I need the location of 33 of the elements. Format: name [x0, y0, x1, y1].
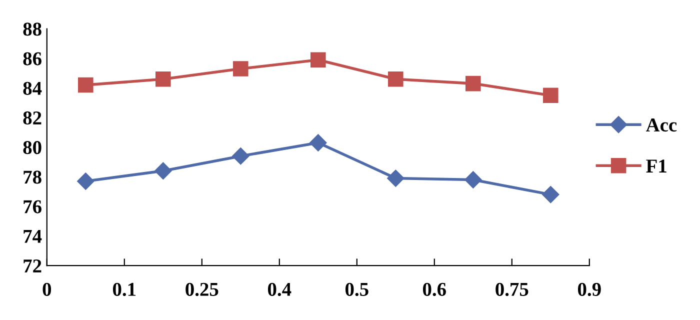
point: [154, 162, 172, 180]
x-tick-label: 0.5: [345, 282, 368, 296]
legend-label: F1: [646, 160, 666, 172]
y-tick-label: 86: [23, 52, 42, 66]
x-tick-label: 0: [42, 282, 52, 296]
point: [543, 88, 558, 104]
point: [233, 61, 248, 76]
point: [310, 134, 327, 152]
point: [78, 77, 94, 93]
point: [387, 170, 404, 187]
y-tick-label: 82: [23, 111, 42, 125]
x-tick-label: 0.75: [496, 282, 528, 296]
point: [77, 172, 94, 190]
x-tick-label: 0.4: [268, 282, 292, 296]
y-tick-label: 76: [24, 200, 42, 214]
y-tick-label: 74: [24, 230, 42, 243]
y-tick-label: 80: [23, 141, 42, 154]
y-tick-label: 88: [23, 22, 42, 36]
point: [542, 186, 560, 204]
x-tick-label: 0.9: [578, 282, 601, 296]
point: [310, 52, 326, 68]
y-tick-label: 84: [23, 82, 42, 95]
x-tick-label: 0.6: [422, 282, 446, 296]
x-tick-label: 0.1: [112, 282, 136, 296]
point: [466, 76, 481, 92]
y-tick-label: 72: [24, 259, 42, 272]
point: [388, 71, 404, 87]
point: [156, 71, 171, 87]
legend-label: Acc: [646, 118, 677, 132]
point: [464, 171, 482, 188]
x-tick-label: 0.25: [186, 282, 218, 296]
point: [232, 148, 250, 165]
y-tick-label: 78: [24, 170, 42, 184]
